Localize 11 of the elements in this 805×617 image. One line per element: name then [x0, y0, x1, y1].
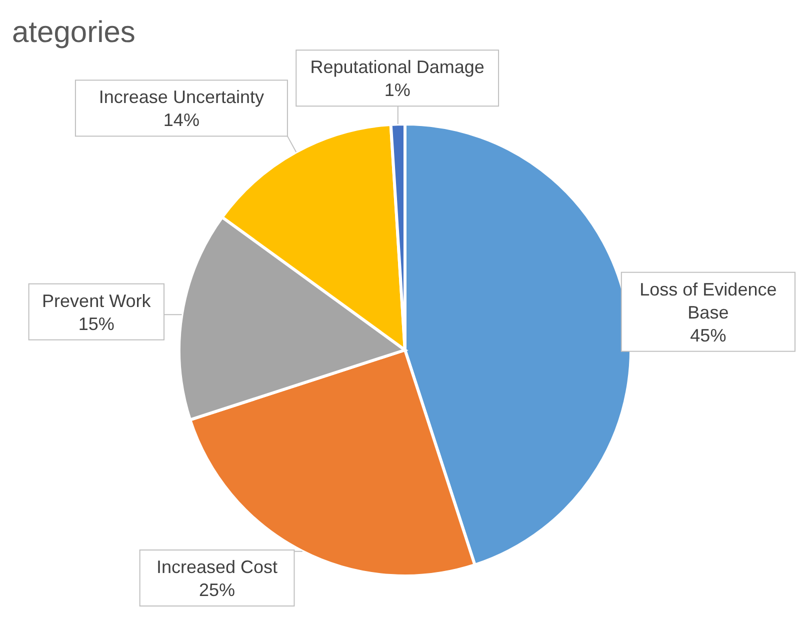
- slice-label: Prevent Work: [42, 290, 152, 311]
- data-label: 25%: [199, 580, 236, 600]
- data-label: 1%: [384, 80, 410, 100]
- slice-label: Loss of Evidence Base: [640, 279, 777, 322]
- data-label: 14%: [163, 110, 200, 130]
- slice-label: Reputational Damage: [310, 57, 484, 78]
- slice-label: Increase Uncertainty: [98, 87, 264, 108]
- chart-title: ategories: [12, 16, 136, 50]
- data-label: 45%: [690, 325, 726, 346]
- slice-label: Increased Cost: [156, 557, 278, 577]
- data-label: 15%: [78, 314, 114, 334]
